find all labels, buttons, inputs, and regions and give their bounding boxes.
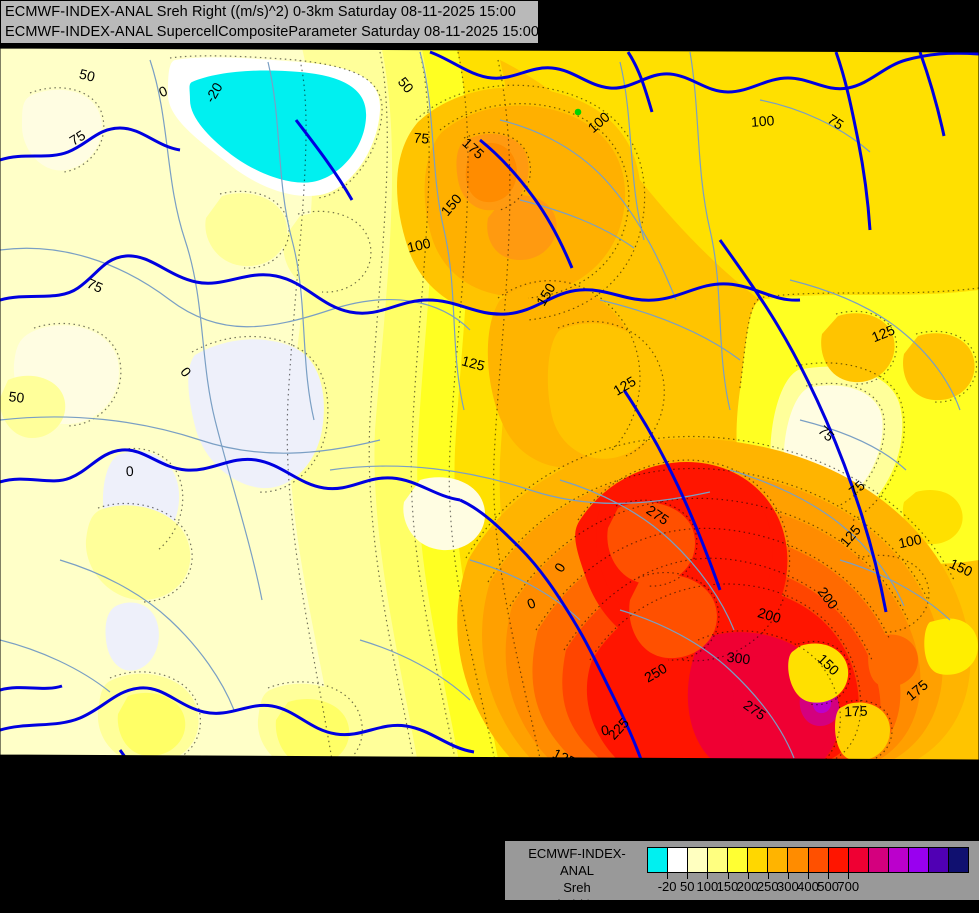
colorbar-swatch-12 — [888, 848, 909, 872]
colorbar-tick-7 — [808, 873, 809, 879]
colorbar-swatch-7 — [788, 848, 809, 872]
warm-pocket-175b — [868, 634, 918, 687]
contour-label: 0 — [125, 463, 134, 479]
colorbar-tick-label-5: 250 — [756, 879, 779, 894]
contour-label: 50 — [78, 66, 97, 85]
legend-units-label: (m/s)^2 — [555, 897, 599, 912]
contour-label: 200 — [756, 604, 783, 626]
contour-dot-texture — [29, 51, 979, 760]
contour-label: 125 — [460, 352, 487, 374]
colorbar-swatch-15 — [948, 848, 968, 872]
colorbar-tick-label-4: 200 — [736, 879, 759, 894]
pale-pocket-c — [0, 375, 66, 438]
colorbar-swatch-1 — [668, 848, 689, 872]
colorbar-swatch-2 — [688, 848, 709, 872]
low-pocket-white-south — [105, 602, 159, 671]
colorbar-swatch-13 — [908, 848, 929, 872]
mid-orange-transition2 — [547, 323, 663, 459]
colorbar-tick-label-1: 50 — [680, 879, 695, 894]
colorbar-swatch-0 — [648, 848, 669, 872]
contour-label: 100 — [897, 531, 923, 552]
colorbar-tick-label-6: 300 — [777, 879, 799, 894]
colorbar-swatch-10 — [848, 848, 869, 872]
colorbar-swatch-5 — [748, 848, 769, 872]
contour-label: 75 — [413, 129, 430, 146]
station-marker-icon — [574, 108, 582, 116]
colorbar-tick-9 — [848, 873, 850, 879]
warm-pocket-250b — [629, 574, 717, 659]
contour-label: 100 — [406, 235, 433, 256]
warm-pocket-250a — [607, 502, 695, 585]
colorbar-tick-4 — [747, 873, 749, 879]
colorbar-tick-labels: -20 50 100 150 200 250 300 400 500 700 — [647, 873, 969, 897]
colorbar-wrapper[interactable]: -20 50 100 150 200 250 300 400 500 700 — [647, 847, 969, 897]
colorbar-tick-label-7: 400 — [797, 879, 819, 894]
data-frame-outline — [0, 47, 979, 761]
warm-pocket-150a — [788, 643, 849, 703]
warm-pocket-150b — [835, 702, 890, 760]
north-max-inner — [465, 142, 517, 203]
pale-pocket-k — [403, 477, 486, 551]
contour-label: 0 — [600, 721, 611, 738]
colorbar-legend[interactable]: ECMWF-INDEX-ANAL Sreh (m/s)^2 -20 50 100 15… — [505, 841, 979, 912]
country-borders — [0, 50, 979, 760]
colorbar-swatches[interactable] — [647, 847, 969, 873]
colorbar-tick-label-2: 100 — [696, 879, 719, 894]
pale-pocket-e — [117, 692, 186, 756]
east-pocket-125a — [821, 313, 895, 383]
contour-label: 75 — [67, 127, 89, 149]
colorbar-tick-5 — [767, 873, 769, 879]
contour-label: 75 — [85, 275, 106, 296]
internal-boundaries — [0, 51, 961, 760]
colorbar-tick-8 — [828, 873, 830, 879]
colorbar-swatch-14 — [928, 848, 949, 872]
title-line-scp: ECMWF-INDEX-ANAL SupercellCompositeParam… — [5, 24, 540, 40]
colorbar-tick-3 — [727, 873, 729, 879]
contour-label: 175 — [844, 703, 868, 720]
pale-pocket-i — [205, 193, 288, 267]
north-max-lobe2 — [487, 195, 557, 260]
pale-pocket-j — [283, 213, 369, 291]
legend-title-block: ECMWF-INDEX-ANAL Sreh (m/s)^2 — [513, 845, 641, 913]
colorbar-tick-label-3: 150 — [716, 879, 739, 894]
east-pocket-125c — [902, 490, 963, 545]
colorbar-swatch-6 — [768, 848, 789, 872]
colorbar-swatch-4 — [728, 848, 749, 872]
pale-pocket-a — [22, 89, 102, 171]
warm-pocket-125e — [924, 618, 978, 675]
contour-label: 50 — [8, 388, 25, 406]
contour-label: 100 — [750, 112, 775, 130]
colorbar-tick-6 — [787, 873, 789, 879]
legend-model-label: ECMWF-INDEX-ANAL — [528, 846, 626, 878]
colorbar-tick-1 — [687, 873, 689, 879]
colorbar-tick-label-8: 500 — [817, 879, 839, 894]
colorbar-swatch-8 — [808, 848, 829, 872]
east-pocket-125b — [903, 333, 975, 401]
contour-label: 300 — [726, 649, 751, 668]
title-line-sreh: ECMWF-INDEX-ANAL Sreh Right ((m/s)^2) 0-… — [5, 4, 516, 20]
contour-label: 75 — [825, 111, 847, 133]
colorbar-tick-2 — [707, 873, 709, 879]
pale-pocket-h — [85, 505, 191, 600]
legend-variable-label: Sreh — [563, 880, 591, 895]
colorbar-swatch-11 — [868, 848, 889, 872]
colorbar-swatch-3 — [708, 848, 729, 872]
colorbar-tick-label-9: 700 — [837, 879, 860, 894]
colorbar-swatch-9 — [828, 848, 849, 872]
map-title-bar: ECMWF-INDEX-ANAL Sreh Right ((m/s)^2) 0-… — [0, 0, 539, 44]
colorbar-tick-label-0: -20 — [657, 879, 677, 894]
low-pocket-white-center — [188, 339, 324, 489]
colorbar-tick-0 — [667, 873, 669, 879]
